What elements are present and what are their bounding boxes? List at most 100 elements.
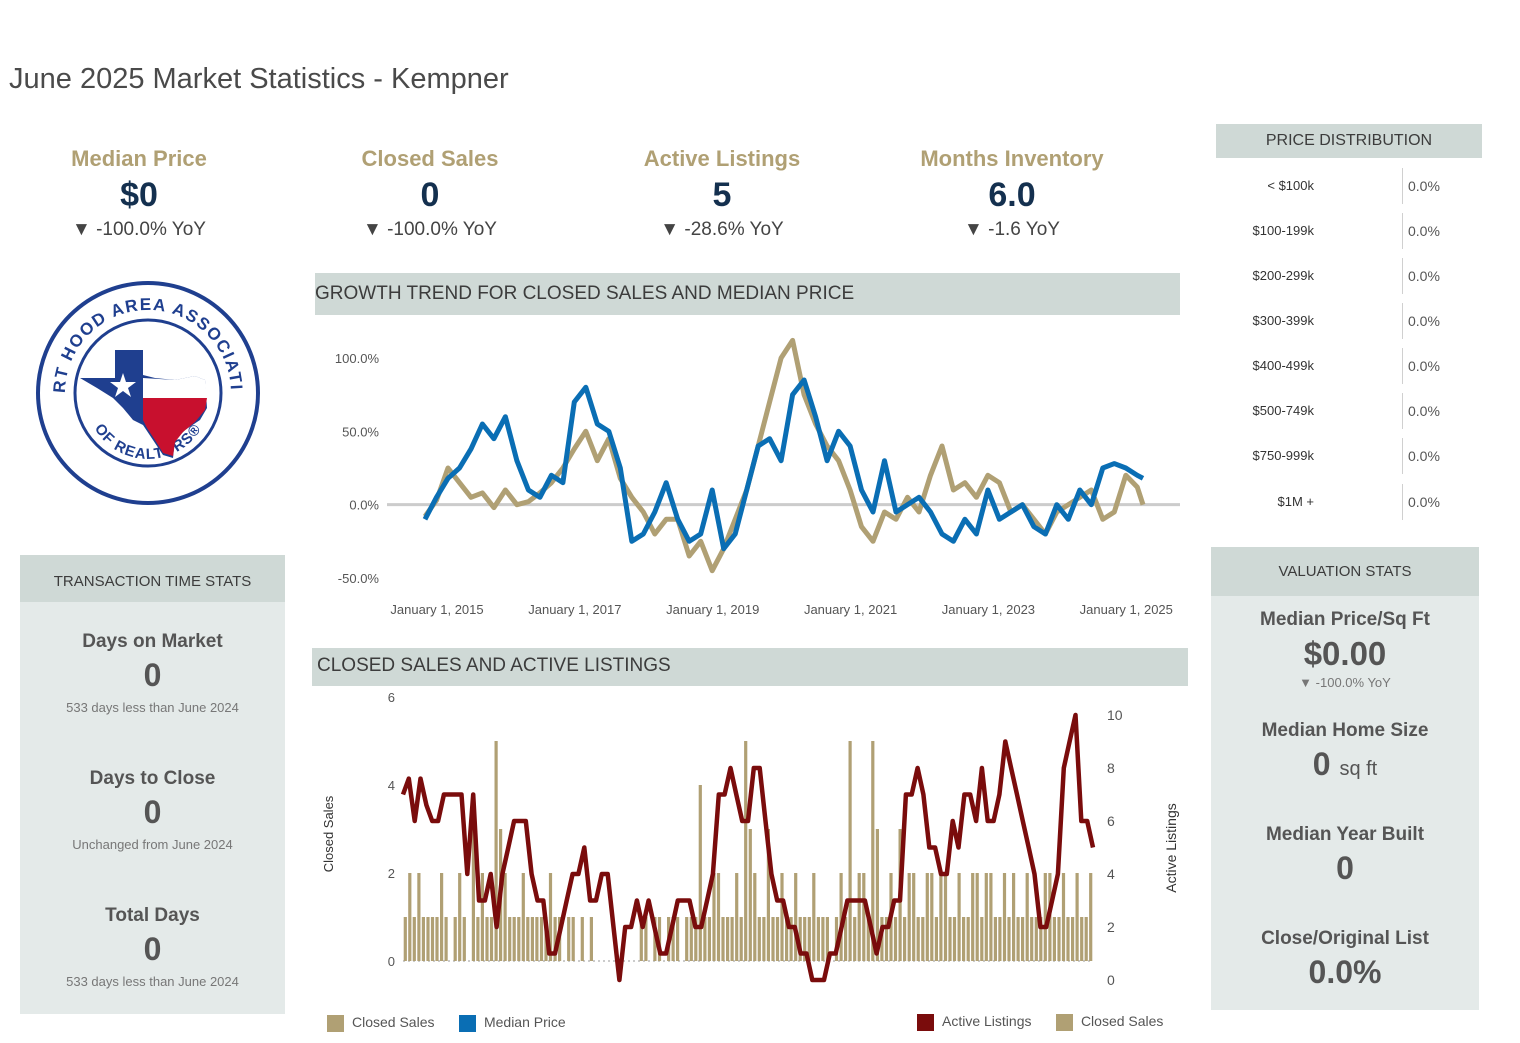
stat-label: Days on Market (82, 631, 223, 652)
closed-sales-bar (798, 917, 802, 961)
closed-sales-bar (1052, 917, 1056, 961)
y2-tick-label: 8 (1107, 760, 1115, 776)
closed-sales-bar (925, 873, 929, 961)
stat-close-list: Close/Original List 0.0% (1211, 928, 1479, 991)
price-range-value: 0.0% (1408, 358, 1440, 374)
stat-value: $0.00 (1303, 635, 1387, 672)
stat-year-built: Median Year Built 0 (1211, 824, 1479, 887)
price-range-value: 0.0% (1408, 403, 1440, 419)
closed-sales-bar (1084, 917, 1088, 961)
closed-sales-bar (971, 873, 975, 961)
stat-value: 0 (1336, 850, 1354, 886)
price-range-label: < $100k (1267, 178, 1314, 193)
closed-sales-bar (703, 917, 707, 961)
closed-sales-bar (794, 873, 798, 961)
price-range-value: 0.0% (1408, 494, 1440, 510)
valuation-stats-title: VALUATION STATS (1211, 547, 1479, 596)
price-range-label: $1M + (1277, 494, 1315, 509)
closed-sales-bar (548, 873, 553, 961)
closed-sales-bar (989, 873, 993, 961)
kpi-label: Median Price (71, 146, 207, 171)
closed-sales-bar (1066, 917, 1070, 961)
closed-sales-bar (998, 917, 1002, 961)
y-tick-label: 2 (388, 866, 395, 881)
legend-closed-sales-2: Closed Sales (1055, 1013, 1163, 1031)
closed-sales-bar (476, 917, 480, 961)
growth-chart-title: GROWTH TREND FOR CLOSED SALES AND MEDIAN… (315, 273, 1180, 315)
closed-sales-bar (676, 917, 680, 961)
price-row: $400-499k 0.0% (1216, 348, 1482, 384)
closed-sales-bar (834, 917, 839, 961)
closed-sales-bar (871, 741, 875, 961)
closed-sales-bar (952, 917, 957, 961)
closed-sales-bar (912, 873, 916, 961)
closed-sales-bar (671, 917, 675, 961)
kpi-value: $0 (120, 176, 158, 214)
y-tick-label: 0 (388, 954, 395, 969)
price-row: $500-749k 0.0% (1216, 393, 1482, 429)
closed-sales-bar (921, 917, 925, 961)
price-range-value: 0.0% (1408, 223, 1440, 239)
legend-swatch (327, 1014, 344, 1032)
price-row: < $100k 0.0% (1216, 168, 1482, 204)
y2-tick-label: 6 (1107, 813, 1115, 829)
divider (1402, 168, 1403, 204)
price-range-value: 0.0% (1408, 313, 1440, 329)
closed-sales-bar (403, 917, 407, 961)
closed-sales-bar (698, 785, 702, 961)
price-row: $100-199k 0.0% (1216, 213, 1482, 249)
closed-sales-bar (489, 917, 494, 961)
closed-sales-bar (821, 917, 825, 961)
closed-sales-bar (421, 917, 425, 961)
closed-sales-bar (521, 873, 525, 961)
y-tick-label: 4 (388, 778, 395, 793)
closed-sales-bar (471, 829, 475, 961)
closed-sales-bar (1043, 873, 1047, 961)
closed-sales-bar (930, 873, 934, 961)
closed-sales-bar (694, 917, 698, 961)
legend-label: Active Listings (942, 1013, 1032, 1029)
stat-days-on-market: Days on Market 0 533 days less than June… (20, 631, 285, 715)
closed-sales-bar (453, 917, 457, 961)
sales-chart-title: CLOSED SALES AND ACTIVE LISTINGS (312, 648, 1188, 686)
price-range-label: $400-499k (1252, 358, 1314, 373)
growth-trend-chart: 100.0% 50.0% 0.0% -50.0% January 1, 2015 Janu… (335, 337, 1180, 617)
closed-sales-bar (807, 917, 811, 961)
closed-sales-bar (517, 917, 521, 961)
closed-sales-bar (975, 873, 979, 961)
stat-value: 0 (143, 794, 162, 830)
y-tick-label: -50.0% (338, 571, 380, 586)
stat-price-per-sqft: Median Price/Sq Ft $0.00 ▼ -100.0% YoY (1211, 609, 1479, 690)
price-range-label: $750-999k (1252, 448, 1314, 463)
price-distribution-title: PRICE DISTRIBUTION (1216, 124, 1482, 158)
closed-sales-bar (458, 873, 462, 961)
stat-label: Median Year Built (1265, 824, 1425, 845)
price-range-label: $200-299k (1252, 268, 1314, 283)
closed-sales-bar (503, 873, 507, 961)
closed-sales-bar (1034, 917, 1038, 961)
closed-sales-bar (589, 917, 593, 961)
closed-sales-bar (435, 917, 439, 961)
stat-unit: sq ft (1339, 758, 1378, 780)
closed-sales-bar (730, 917, 734, 961)
valuation-stats-panel: VALUATION STATS Median Price/Sq Ft $0.00… (1211, 547, 1479, 1010)
closed-sales-bar (948, 917, 952, 961)
closed-sales-bar (775, 917, 780, 961)
divider (1402, 484, 1403, 520)
price-row: $750-999k 0.0% (1216, 438, 1482, 474)
legend-label: Median Price (483, 1014, 566, 1030)
closed-sales-bar (739, 917, 743, 961)
closed-sales-bar (1025, 873, 1029, 961)
texas-flag-icon (80, 350, 207, 458)
price-range-label: $500-749k (1252, 403, 1314, 418)
stat-note: 533 days less than June 2024 (66, 700, 239, 715)
closed-sales-bar (726, 917, 730, 961)
legend-closed-sales: Closed Sales (327, 1014, 435, 1032)
closed-sales-bar (553, 917, 557, 961)
closed-sales-bar (1080, 917, 1084, 961)
closed-sales-bar (485, 917, 489, 961)
sales-legend: Active Listings Closed Sales (917, 1013, 1163, 1031)
x-tick-label: January 1, 2025 (1080, 602, 1173, 617)
y2-axis-title: Active Listings (1163, 803, 1179, 892)
kpi-label: Closed Sales (361, 146, 499, 171)
